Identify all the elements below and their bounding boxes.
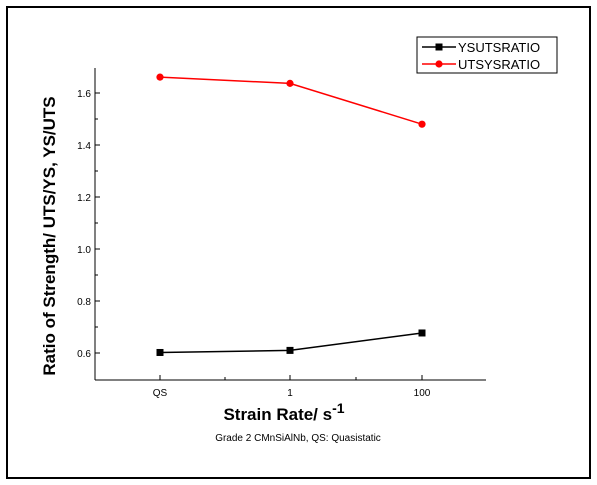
legend-label: YSUTSRATIO <box>458 40 540 55</box>
y-tick-label: 1.6 <box>77 89 91 100</box>
data-point-circle <box>156 73 164 81</box>
y-tick-label: 0.6 <box>77 349 91 360</box>
data-point-circle <box>418 120 426 128</box>
series-layer <box>156 73 426 356</box>
x-ticks: QS 1 100 <box>153 375 431 399</box>
data-point-square <box>156 348 164 356</box>
y-tick-label: 1.2 <box>77 193 91 204</box>
x-axis-label-superscript: -1 <box>332 400 345 416</box>
x-tick-label: 100 <box>414 388 431 399</box>
legend: YSUTSRATIO UTSYSRATIO <box>416 36 558 74</box>
y-tick-label: 1.4 <box>77 141 91 152</box>
data-point-square <box>286 346 294 354</box>
x-axis-label-text: Strain Rate/ s <box>223 405 332 424</box>
legend-marker-square <box>435 43 443 51</box>
x-axis-label: Strain Rate/ s-1 <box>223 400 344 424</box>
y-axis-label: Ratio of Strength/ UTS/YS, YS/UTS <box>40 96 59 375</box>
y-tick-label: 1.0 <box>77 245 91 256</box>
x-tick-label: QS <box>153 388 168 399</box>
data-point-square <box>418 329 426 337</box>
legend-label: UTSYSRATIO <box>458 57 540 72</box>
data-point-circle <box>286 79 294 87</box>
y-tick-label: 0.8 <box>77 297 91 308</box>
y-ticks: 0.6 0.8 1.0 1.2 1.4 1.6 <box>77 89 100 360</box>
figure-frame <box>6 6 591 479</box>
x-tick-label: 1 <box>287 388 293 399</box>
figure-caption: Grade 2 CMnSiAlNb, QS: Quasistatic <box>215 433 381 444</box>
legend-marker-circle <box>435 60 443 68</box>
